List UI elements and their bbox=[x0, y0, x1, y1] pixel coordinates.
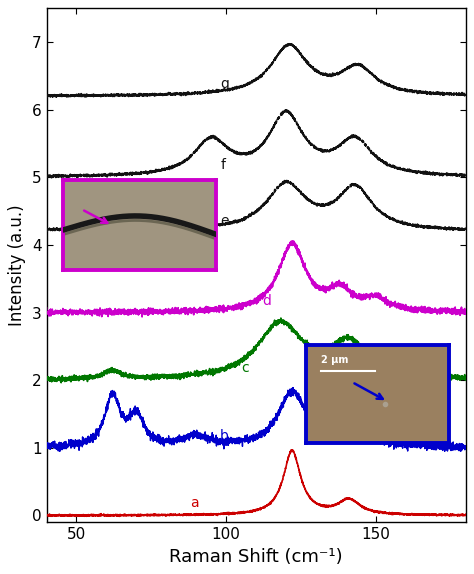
Y-axis label: Intensity (a.u.): Intensity (a.u.) bbox=[9, 204, 27, 326]
Text: e: e bbox=[220, 214, 228, 228]
Text: a: a bbox=[190, 497, 199, 510]
Text: c: c bbox=[241, 361, 249, 375]
Text: b: b bbox=[220, 429, 229, 443]
Text: g: g bbox=[220, 77, 229, 91]
X-axis label: Raman Shift (cm⁻¹): Raman Shift (cm⁻¹) bbox=[169, 548, 343, 565]
Text: d: d bbox=[262, 293, 271, 308]
Text: f: f bbox=[220, 158, 225, 172]
